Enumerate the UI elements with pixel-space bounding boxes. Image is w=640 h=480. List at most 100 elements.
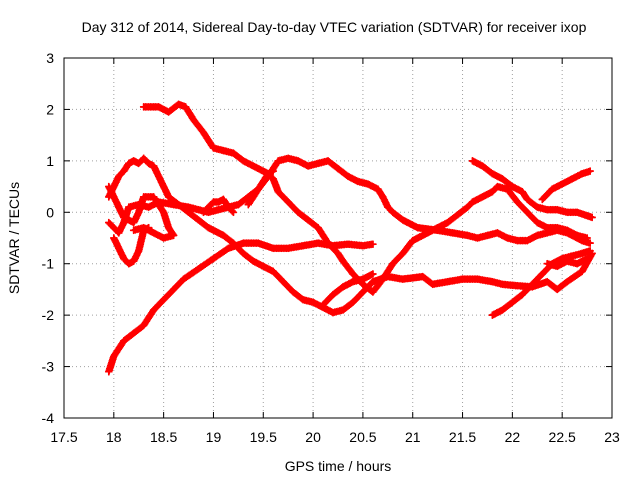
x-tick-label: 22 <box>505 429 521 445</box>
data-point <box>573 231 581 239</box>
data-point <box>568 252 576 260</box>
data-point <box>409 237 417 245</box>
data-point <box>130 157 138 165</box>
data-point <box>150 162 158 170</box>
data-point <box>414 224 422 232</box>
data-point <box>269 167 277 175</box>
data-point <box>294 208 302 216</box>
data-point <box>484 231 491 239</box>
series-sat-j <box>538 167 594 204</box>
data-point <box>464 203 471 211</box>
data-point <box>110 224 118 232</box>
data-point <box>254 185 262 193</box>
data-point <box>379 193 387 201</box>
data-point <box>259 262 267 270</box>
data-point <box>165 108 173 116</box>
data-point <box>200 129 207 137</box>
data-point <box>513 237 521 245</box>
series-sat-d <box>139 100 591 296</box>
data-point <box>369 278 377 286</box>
data-point <box>145 224 153 232</box>
data-point <box>170 201 178 209</box>
series-markers <box>468 157 596 222</box>
data-point <box>429 280 437 288</box>
data-point <box>543 278 551 286</box>
data-point <box>583 255 591 263</box>
data-point <box>586 239 594 247</box>
data-point <box>493 229 501 237</box>
data-point <box>150 306 158 314</box>
data-point <box>583 234 591 242</box>
data-point <box>339 257 347 265</box>
data-point <box>160 234 168 242</box>
data-point <box>533 231 541 239</box>
data-point <box>269 175 277 183</box>
data-point <box>543 224 551 232</box>
data-point <box>399 275 407 283</box>
data-point <box>548 185 556 193</box>
data-point <box>125 159 133 167</box>
y-tick-labels: -4 -3 -2 -1 0 1 2 3 <box>42 50 55 426</box>
data-point <box>568 175 576 183</box>
data-point <box>469 157 476 165</box>
data-point <box>115 244 123 252</box>
x-tick-label: 20 <box>305 429 321 445</box>
data-point <box>210 255 217 263</box>
data-point <box>369 240 377 248</box>
data-point <box>553 224 561 232</box>
data-point <box>175 100 183 108</box>
data-point <box>538 195 546 203</box>
x-tick-label: 17.5 <box>50 429 77 445</box>
data-point <box>205 224 212 232</box>
data-point <box>498 306 506 314</box>
data-point <box>384 203 392 211</box>
data-point <box>105 219 113 227</box>
y-tick-label: -1 <box>42 256 55 272</box>
data-point <box>284 198 292 206</box>
data-point <box>115 229 123 237</box>
data-point <box>130 329 138 337</box>
series-markers <box>104 239 377 376</box>
data-point <box>224 203 232 211</box>
data-point <box>249 162 257 170</box>
data-point <box>508 298 516 306</box>
data-point <box>578 249 586 257</box>
data-point <box>553 285 561 293</box>
data-point <box>160 183 168 191</box>
data-point <box>344 240 352 248</box>
data-point <box>219 231 227 239</box>
data-point <box>464 231 471 239</box>
data-point <box>214 206 222 214</box>
data-point <box>125 260 133 268</box>
data-point <box>508 183 516 191</box>
data-point <box>339 306 347 314</box>
series-sat-i <box>468 157 596 222</box>
data-point <box>528 280 536 288</box>
data-point <box>334 249 342 257</box>
data-point <box>110 234 118 242</box>
data-point <box>140 103 148 111</box>
data-point <box>190 116 197 124</box>
data-point <box>269 267 277 275</box>
data-point <box>374 185 382 193</box>
data-point <box>503 234 511 242</box>
data-point <box>150 229 158 237</box>
data-point <box>474 234 481 242</box>
data-point <box>359 275 367 283</box>
data-point <box>170 285 178 293</box>
plot-series <box>104 100 596 376</box>
data-point <box>523 237 531 245</box>
data-point <box>130 226 138 234</box>
data-point <box>518 188 526 196</box>
data-point <box>229 239 237 247</box>
data-point <box>324 157 332 165</box>
data-point <box>449 229 457 237</box>
data-point <box>110 193 118 201</box>
data-point <box>214 198 222 206</box>
data-point <box>586 167 594 175</box>
axis-ticks <box>63 57 613 419</box>
series-sat-b <box>104 154 596 317</box>
data-point <box>513 198 521 206</box>
data-point <box>120 167 128 175</box>
data-point <box>508 281 516 289</box>
